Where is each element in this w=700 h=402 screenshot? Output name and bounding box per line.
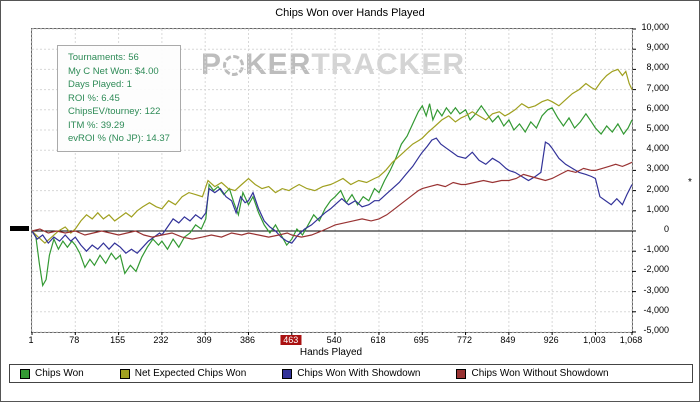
y-tick-label: -1,000 — [643, 244, 669, 255]
legend-swatch — [119, 368, 130, 379]
y-tick-label: 4,000 — [646, 143, 669, 154]
y-tick-label: 1,000 — [646, 203, 669, 214]
y-tick-label: 6,000 — [646, 102, 669, 113]
y-tick-label: -2,000 — [643, 264, 669, 275]
x-tick-label: 695 — [413, 335, 429, 345]
legend-label: Chips Won — [35, 368, 84, 379]
poker-chip-icon — [223, 54, 245, 76]
legend-swatch — [20, 368, 30, 379]
stat-line: ITM %: 39.29 — [68, 119, 125, 131]
x-tick-label: 155 — [110, 335, 126, 345]
x-tick-label: 232 — [153, 335, 169, 345]
stat-line: evROI % (No JP): 14.37 — [68, 133, 170, 144]
legend-swatch — [456, 368, 467, 379]
x-tick-label: 1,003 — [583, 335, 606, 345]
chart-title: Chips Won over Hands Played — [275, 7, 425, 19]
y-tick-label: 10,000 — [641, 22, 669, 32]
x-tick-label: 926 — [543, 335, 559, 345]
x-tick-label: 772 — [457, 335, 473, 345]
x-tick-label: 849 — [500, 335, 516, 345]
series-line-chips-won-without-showdown — [31, 161, 633, 240]
stat-line: Tournaments: 56 — [68, 52, 139, 63]
legend: Chips Won Net Expected Chips Won Chips Won… — [9, 364, 693, 383]
legend-item: Chips Won With Showdown — [282, 368, 420, 379]
y-tick-label: 8,000 — [646, 62, 669, 73]
y-tick-label: 3,000 — [646, 163, 669, 174]
legend-label: Chips Won With Showdown — [297, 368, 421, 379]
y-axis-title: * — [688, 177, 692, 188]
x-axis-title: Hands Played — [299, 347, 363, 358]
legend-item: Chips Won — [20, 368, 84, 379]
y-tick-label: 9,000 — [646, 42, 669, 53]
stat-line: My C Net Won: $4.00 — [68, 65, 159, 77]
x-tick-label: 540 — [326, 335, 342, 345]
x-tick-label: 618 — [370, 335, 386, 345]
y-tick-label: -4,000 — [643, 304, 669, 315]
y-tick-label: 0 — [663, 224, 669, 234]
y-tick-label: 5,000 — [646, 123, 669, 133]
legend-swatch — [282, 368, 293, 379]
x-tick-label: 386 — [239, 335, 255, 345]
stat-line: Days Played: 1 — [68, 79, 132, 90]
y-tick-label: 7,000 — [646, 82, 669, 93]
series-line-chips-won-with-showdown — [31, 137, 633, 254]
legend-label: Chips Won Without Showdown — [471, 368, 609, 379]
series-line-chips-won — [31, 103, 633, 288]
series-line-net-expected-chips-won — [31, 68, 633, 244]
watermark-text-tracker: TRACKER — [311, 48, 466, 81]
x-tick-label: 463 — [280, 335, 302, 345]
stat-line: ROI %: 6.45 — [68, 92, 120, 104]
pokertracker-watermark: P KER TRACKER — [201, 48, 465, 82]
y-tick-label: -5,000 — [643, 325, 669, 335]
y-tick-label: -3,000 — [643, 284, 669, 295]
legend-item: Chips Won Without Showdown — [456, 368, 609, 379]
stat-line: ChipsEV/tourney: 122 — [68, 106, 161, 117]
y-tick-label: 2,000 — [646, 183, 669, 194]
legend-item: Net Expected Chips Won — [119, 368, 247, 379]
zero-axis-marker — [10, 226, 29, 231]
x-tick-label: 78 — [69, 335, 80, 345]
x-tick-label: 1,068 — [619, 335, 643, 345]
legend-label: Net Expected Chips Won — [134, 368, 247, 379]
x-tick-label: 309 — [196, 335, 212, 345]
x-tick-label: 1 — [28, 335, 34, 345]
watermark-text-ker: KER — [245, 48, 312, 81]
watermark-text-p: P — [201, 48, 223, 81]
stats-box: Tournaments: 56 My C Net Won: $4.00 Days P… — [57, 45, 181, 152]
